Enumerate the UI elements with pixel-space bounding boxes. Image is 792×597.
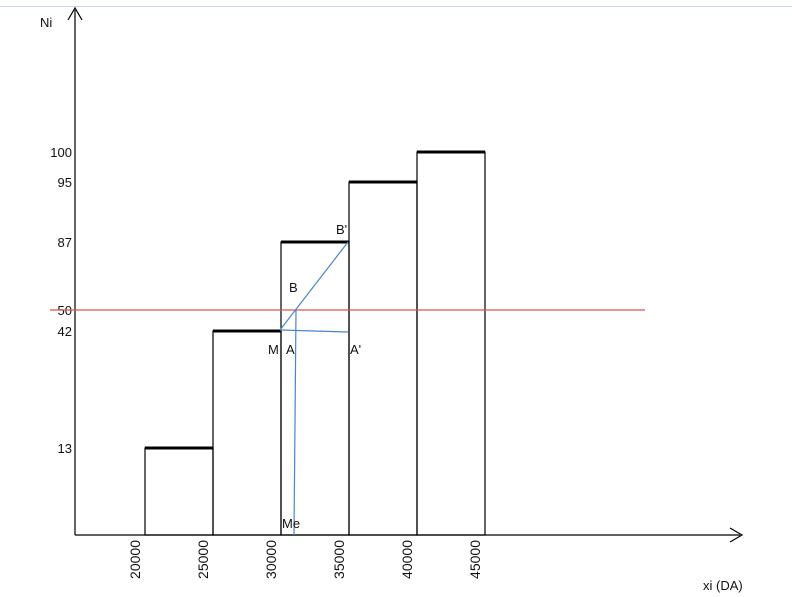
x-axis-arrow xyxy=(729,527,744,543)
y-tick-13: 13 xyxy=(58,441,72,456)
x-tick-40000: 40000 xyxy=(399,540,415,579)
point-label-me: Me xyxy=(282,516,300,531)
x-tick-20000: 20000 xyxy=(127,540,143,579)
x-tick-25000: 25000 xyxy=(195,540,211,579)
segment-a-b-prime xyxy=(279,241,349,331)
x-tick-35000: 35000 xyxy=(331,540,347,579)
segment-a-a-prime xyxy=(279,329,349,333)
y-tick-42: 42 xyxy=(58,324,72,339)
point-label-a: A xyxy=(286,342,295,357)
bar-3 xyxy=(348,181,418,536)
x-tick-30000: 30000 xyxy=(263,540,279,579)
bar-0 xyxy=(144,447,214,536)
bar-1 xyxy=(212,330,282,536)
y-tick-100: 100 xyxy=(50,145,72,160)
y-tick-95: 95 xyxy=(58,175,72,190)
y-tick-87: 87 xyxy=(58,235,72,250)
y-axis-arrow xyxy=(67,6,83,21)
x-tick-labels: 20000 25000 30000 35000 40000 45000 xyxy=(127,540,483,579)
point-label-a-prime: A' xyxy=(350,342,361,357)
point-label-m: M xyxy=(268,342,279,357)
x-tick-45000: 45000 xyxy=(467,540,483,579)
bars-group xyxy=(144,150,486,536)
median-vertical-line xyxy=(293,309,297,536)
top-border xyxy=(0,6,792,7)
point-label-b: B xyxy=(289,280,298,295)
x-axis-label: xi (DA) xyxy=(703,578,743,593)
y-axis-label: Ni xyxy=(40,15,52,30)
axes xyxy=(67,6,744,543)
point-label-b-prime: B' xyxy=(336,222,347,237)
bar-4 xyxy=(416,151,486,536)
